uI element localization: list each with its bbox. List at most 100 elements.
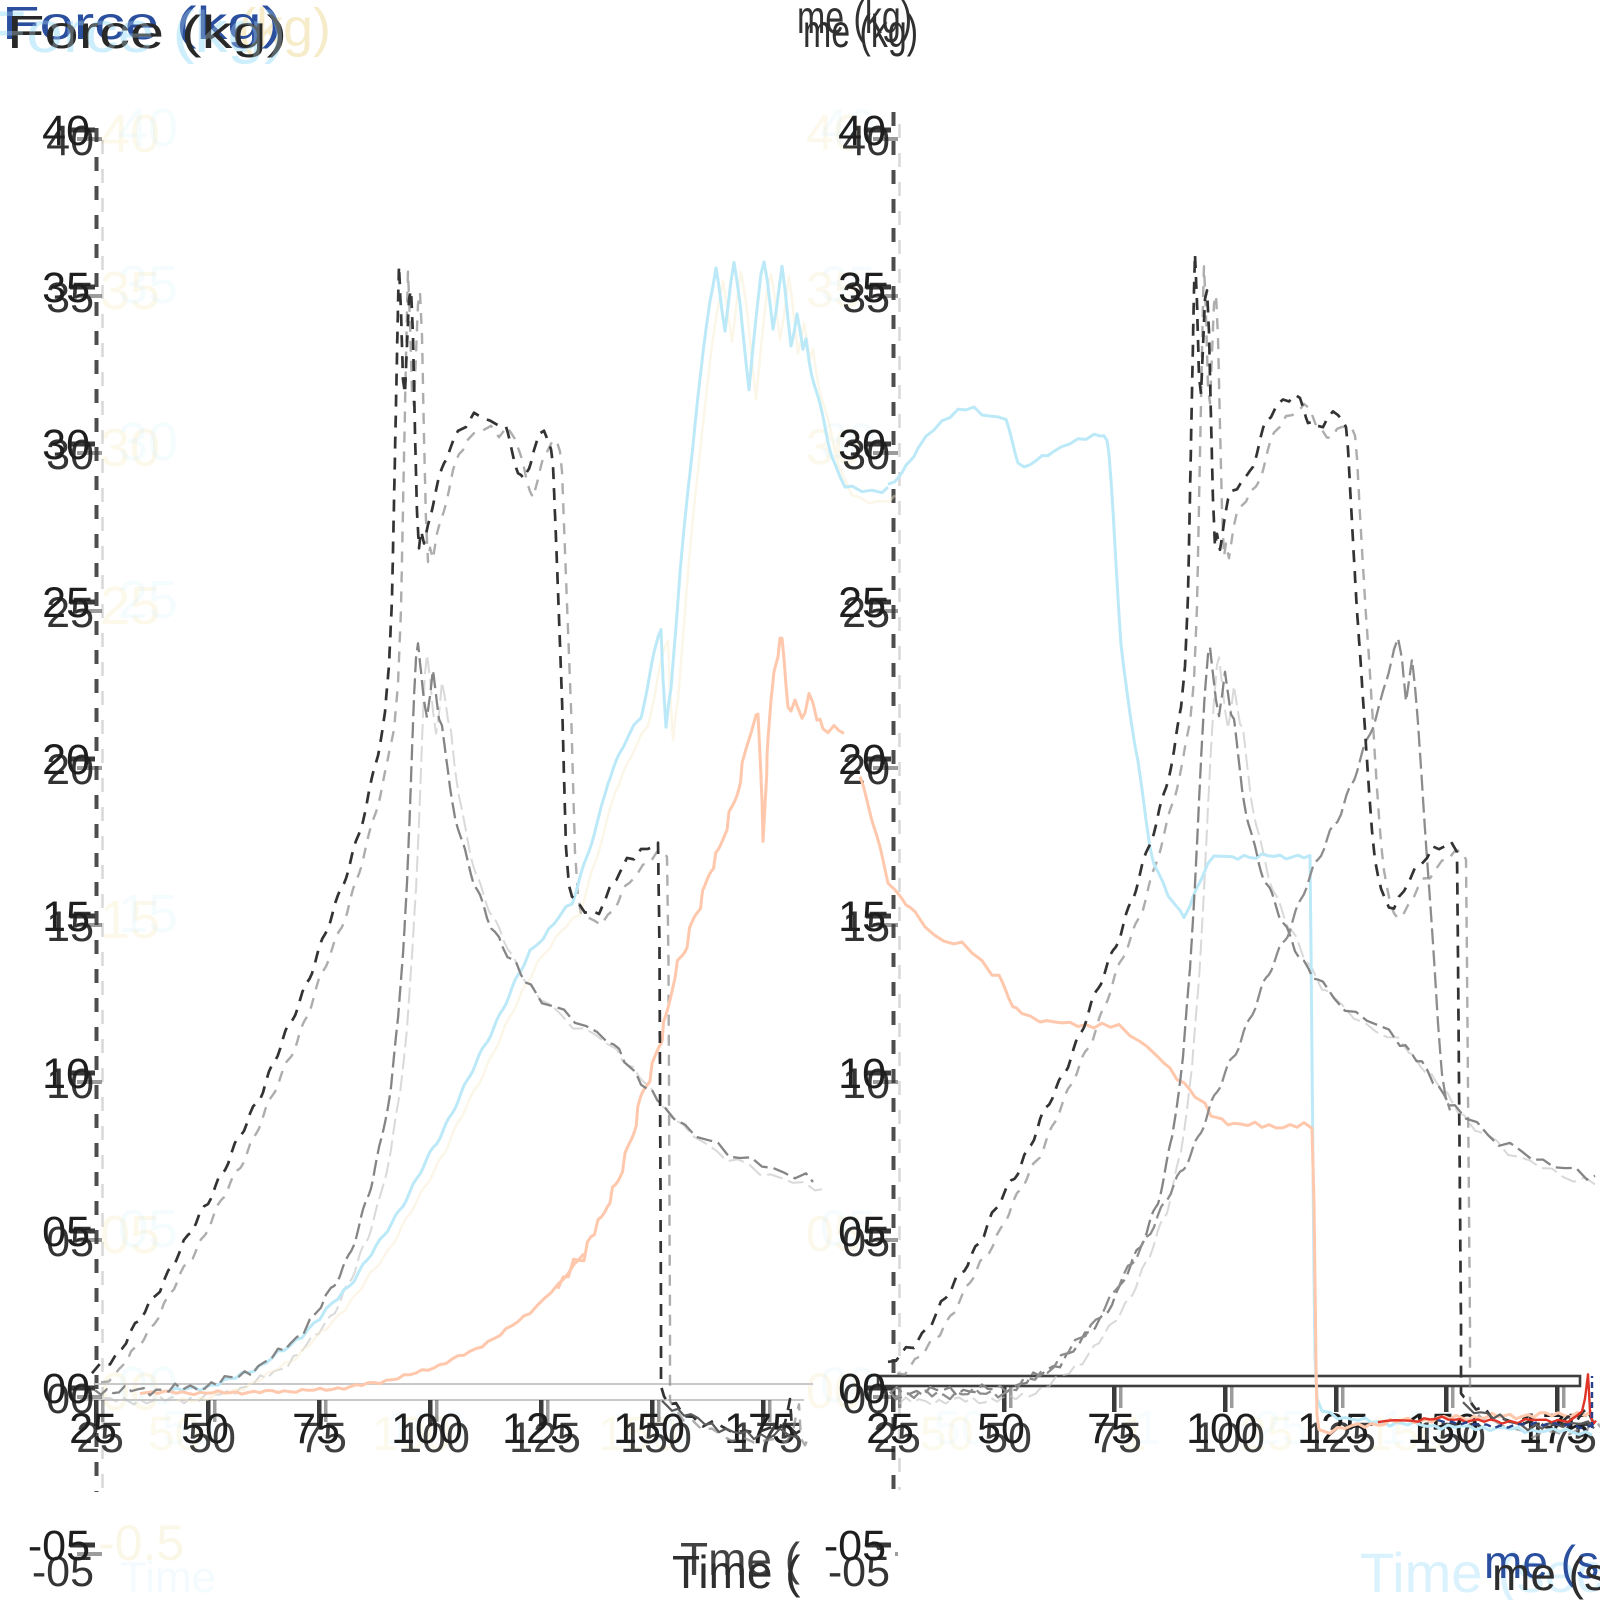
- svg-text:30: 30: [118, 412, 178, 472]
- svg-text:-0.5: -0.5: [98, 1515, 184, 1571]
- svg-text:20: 20: [42, 736, 90, 784]
- svg-text:35: 35: [838, 264, 886, 312]
- svg-text:15: 15: [46, 903, 94, 951]
- svg-text:Force (kg): Force (kg): [0, 0, 286, 65]
- svg-text:150: 150: [620, 1414, 692, 1462]
- svg-text:30: 30: [46, 431, 94, 479]
- svg-text:50: 50: [934, 1402, 987, 1455]
- svg-text:Time: Time: [120, 1553, 216, 1600]
- svg-text:05: 05: [118, 1199, 178, 1259]
- svg-text:25: 25: [69, 1405, 117, 1453]
- svg-text:Force (kg): Force (kg): [2, 0, 282, 49]
- svg-text:1: 1: [1120, 1408, 1147, 1461]
- svg-text:125: 125: [1304, 1414, 1376, 1462]
- svg-text:me (sec): me (sec): [1492, 1548, 1600, 1600]
- svg-text:10: 10: [842, 1060, 890, 1108]
- svg-text:00: 00: [838, 1365, 886, 1413]
- svg-text:25: 25: [838, 579, 886, 627]
- svg-text:20: 20: [46, 746, 94, 794]
- svg-text:100: 100: [1193, 1414, 1265, 1462]
- svg-text:50: 50: [977, 1405, 1025, 1453]
- svg-text:-05: -05: [32, 1548, 94, 1596]
- svg-text:(kg): (kg): [238, 0, 331, 58]
- svg-text:25: 25: [46, 589, 94, 637]
- svg-text:-05: -05: [28, 1522, 90, 1570]
- svg-text:100: 100: [398, 1414, 470, 1462]
- svg-text:30: 30: [838, 421, 886, 469]
- svg-text:15: 15: [118, 884, 178, 944]
- svg-text:40: 40: [100, 104, 160, 164]
- svg-text:05: 05: [806, 1206, 862, 1262]
- svg-text:00: 00: [820, 1357, 876, 1413]
- svg-text:05: 05: [838, 1208, 886, 1256]
- svg-text:me (kg): me (kg): [803, 5, 918, 57]
- svg-text:25: 25: [42, 579, 90, 627]
- svg-text:30: 30: [842, 431, 890, 479]
- svg-text:15: 15: [842, 903, 890, 951]
- svg-text:Time (sec): Time (sec): [1360, 1541, 1600, 1600]
- svg-text:20: 20: [842, 746, 890, 794]
- svg-text:100: 100: [372, 1408, 452, 1461]
- svg-text:50: 50: [984, 1414, 1032, 1462]
- svg-text:35: 35: [118, 255, 178, 315]
- svg-text:50: 50: [181, 1405, 229, 1453]
- svg-text:00: 00: [842, 1375, 890, 1423]
- svg-text:10: 10: [838, 1050, 886, 1098]
- svg-text:40: 40: [806, 105, 862, 161]
- svg-text:30: 30: [100, 418, 160, 478]
- svg-text:150: 150: [1366, 1408, 1446, 1461]
- svg-text:50: 50: [148, 1408, 201, 1461]
- svg-text:15: 15: [838, 893, 886, 941]
- svg-text:05: 05: [46, 1218, 94, 1266]
- svg-text:35: 35: [46, 274, 94, 322]
- svg-text:25: 25: [76, 1414, 124, 1462]
- svg-text:35: 35: [100, 261, 160, 321]
- svg-text:25: 25: [100, 576, 160, 636]
- svg-text:75: 75: [292, 1405, 340, 1453]
- svg-text:25: 25: [118, 570, 178, 630]
- svg-text:1: 1: [1134, 1402, 1161, 1455]
- svg-text:175: 175: [724, 1405, 796, 1453]
- svg-text:Force (kg): Force (kg): [7, 6, 287, 58]
- svg-text:35: 35: [806, 262, 862, 318]
- svg-text:05: 05: [42, 1208, 90, 1256]
- svg-text:40: 40: [820, 99, 876, 155]
- svg-text:-05: -05: [824, 1522, 886, 1570]
- svg-text:100: 100: [386, 1402, 466, 1455]
- svg-text:125: 125: [509, 1414, 581, 1462]
- svg-text:75: 75: [299, 1414, 347, 1462]
- svg-text:-05: -05: [828, 1548, 890, 1596]
- svg-text:25: 25: [866, 1405, 914, 1453]
- svg-text:150: 150: [613, 1405, 685, 1453]
- svg-text:40: 40: [838, 107, 886, 155]
- svg-text:100: 100: [1186, 1405, 1258, 1453]
- svg-text:00: 00: [118, 1356, 178, 1416]
- svg-text:35: 35: [820, 256, 876, 312]
- svg-text:00: 00: [806, 1363, 862, 1419]
- svg-text:15: 15: [100, 890, 160, 950]
- svg-text:25: 25: [1240, 1408, 1293, 1461]
- svg-text:25: 25: [842, 589, 890, 637]
- svg-text:40: 40: [842, 117, 890, 165]
- svg-text:40: 40: [42, 107, 90, 155]
- svg-text:10: 10: [42, 1050, 90, 1098]
- svg-text:100: 100: [391, 1405, 463, 1453]
- svg-text:35: 35: [842, 274, 890, 322]
- svg-text:me (sec): me (sec): [1484, 1536, 1600, 1588]
- svg-text:00: 00: [46, 1375, 94, 1423]
- svg-text:125: 125: [502, 1405, 574, 1453]
- svg-text:30: 30: [820, 413, 876, 469]
- svg-text:Force (kg): Force (kg): [0, 0, 286, 65]
- svg-text:10: 10: [46, 1060, 94, 1108]
- svg-text:75: 75: [1094, 1414, 1142, 1462]
- svg-text:me (kg): me (kg): [797, 0, 912, 43]
- svg-text:20: 20: [838, 736, 886, 784]
- svg-text:00: 00: [42, 1365, 90, 1413]
- svg-text:40: 40: [118, 98, 178, 158]
- svg-text:50: 50: [188, 1414, 236, 1462]
- svg-text:30: 30: [42, 421, 90, 469]
- svg-text:35: 35: [42, 264, 90, 312]
- svg-text:25: 25: [873, 1414, 921, 1462]
- svg-text:40: 40: [46, 117, 94, 165]
- svg-text:150: 150: [598, 1408, 678, 1461]
